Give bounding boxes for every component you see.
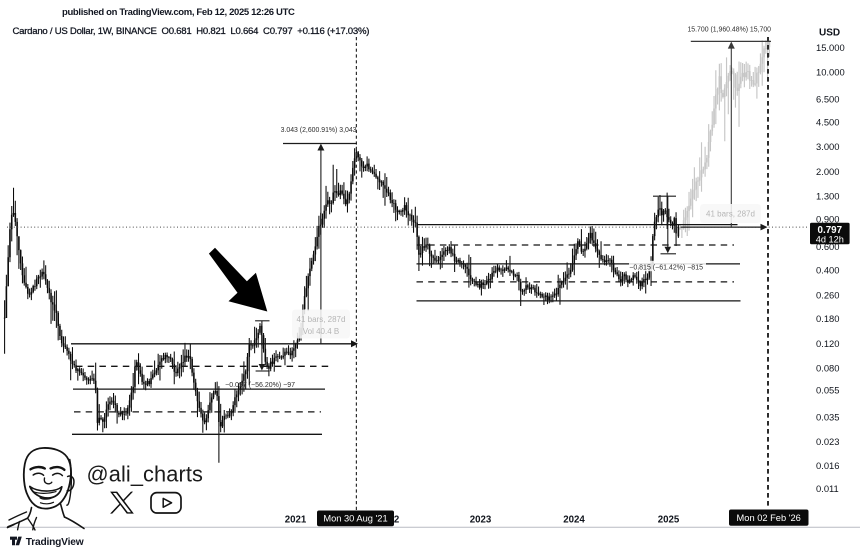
svg-text:2024: 2024	[563, 514, 585, 525]
svg-text:10.000: 10.000	[816, 67, 845, 78]
svg-text:Mon 30 Aug '21: Mon 30 Aug '21	[323, 514, 387, 524]
svg-text:Vol 40.4 B: Vol 40.4 B	[303, 327, 339, 336]
svg-text:15.000: 15.000	[816, 42, 845, 53]
svg-text:Mon 02 Feb '26: Mon 02 Feb '26	[737, 513, 801, 523]
svg-text:2021: 2021	[285, 514, 307, 525]
svg-text:15.700 (1,960.48%) 15,700: 15.700 (1,960.48%) 15,700	[687, 26, 771, 33]
svg-text:0.055: 0.055	[816, 385, 839, 396]
svg-text:3.000: 3.000	[816, 141, 839, 152]
svg-text:0.797: 0.797	[818, 225, 843, 236]
svg-text:0.035: 0.035	[816, 411, 839, 422]
svg-text:6.500: 6.500	[816, 94, 839, 105]
svg-text:4.500: 4.500	[816, 117, 839, 128]
svg-text:0.023: 0.023	[816, 436, 839, 447]
svg-text:41 bars, 287d: 41 bars, 287d	[706, 210, 755, 219]
svg-text:2023: 2023	[470, 514, 492, 525]
svg-text:0.180: 0.180	[816, 313, 839, 324]
svg-text:3.043 (2,600.91%) 3,043: 3.043 (2,600.91%) 3,043	[281, 127, 357, 134]
svg-text:41 bars, 287d: 41 bars, 287d	[297, 315, 346, 324]
svg-text:1.300: 1.300	[816, 191, 839, 202]
svg-text:−0.097 (−56.20%) −97: −0.097 (−56.20%) −97	[225, 382, 295, 389]
svg-text:−0.815 (−61.42%) −815: −0.815 (−61.42%) −815	[629, 264, 703, 271]
svg-text:@ali_charts: @ali_charts	[87, 462, 204, 487]
svg-text:0.900: 0.900	[816, 214, 839, 225]
svg-text:USD: USD	[819, 28, 840, 39]
svg-text:0.120: 0.120	[816, 338, 839, 349]
svg-text:0.016: 0.016	[816, 460, 839, 471]
svg-text:TradingView: TradingView	[26, 537, 84, 548]
svg-text:0.400: 0.400	[816, 265, 839, 276]
svg-text:0.080: 0.080	[816, 363, 839, 374]
svg-text:4d 12h: 4d 12h	[816, 234, 844, 244]
svg-text:0.260: 0.260	[816, 290, 839, 301]
svg-text:0.600: 0.600	[816, 241, 839, 252]
svg-text:2.000: 2.000	[816, 166, 839, 177]
svg-text:2025: 2025	[658, 514, 680, 525]
svg-text:0.011: 0.011	[816, 483, 839, 494]
